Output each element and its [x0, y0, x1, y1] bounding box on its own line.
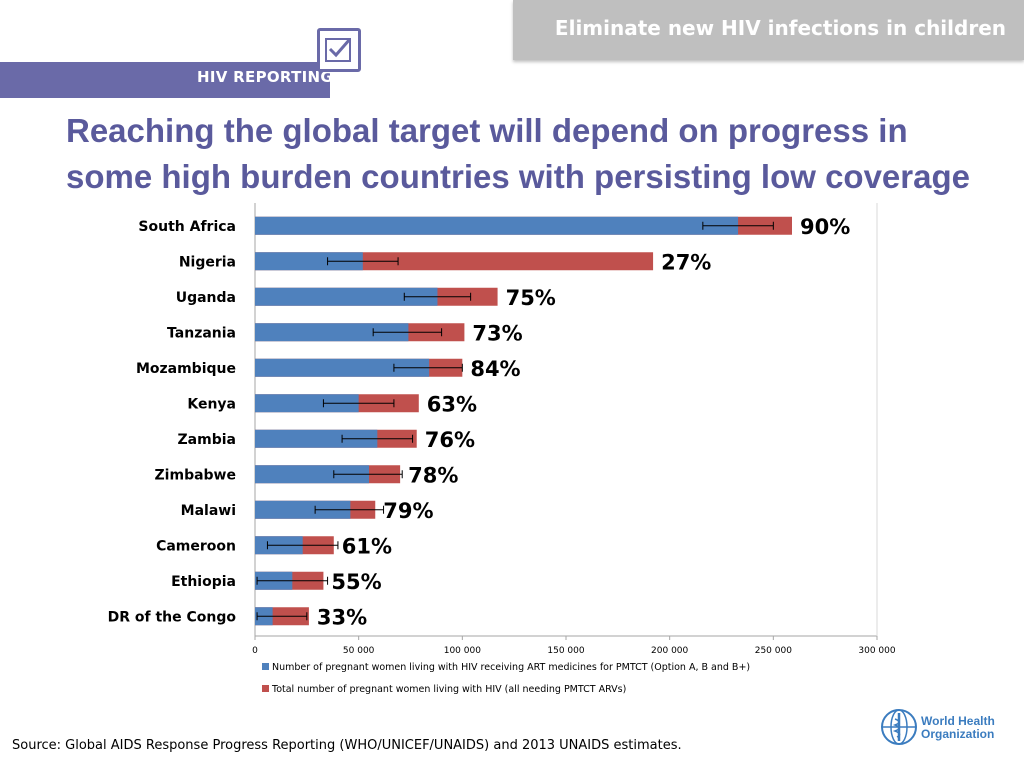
- x-tick-label: 250 000: [755, 646, 792, 656]
- category-label: Ethiopia: [171, 574, 236, 590]
- data-label: 76%: [425, 428, 475, 452]
- legend-swatch-total: [262, 685, 269, 692]
- bar-receiving: [255, 216, 739, 235]
- brand-band: [0, 62, 330, 98]
- headline-line-1: Reaching the global target will depend o…: [66, 112, 908, 149]
- x-tick-label: 200 000: [651, 646, 688, 656]
- data-label: 90%: [800, 215, 850, 239]
- checkbox-logo-icon: [317, 28, 361, 72]
- data-label: 63%: [427, 392, 477, 416]
- who-logo-text: World Health Organization: [921, 715, 995, 741]
- hiv-reporting-label: HIV REPORTING: [197, 68, 333, 86]
- x-tick-label: 150 000: [547, 646, 584, 656]
- data-label: 55%: [331, 570, 381, 594]
- bar-receiving: [255, 394, 359, 413]
- data-label: 33%: [317, 605, 367, 629]
- bar-receiving: [255, 252, 363, 271]
- data-label: 75%: [506, 286, 556, 310]
- x-tick-label: 50 000: [343, 646, 375, 656]
- who-logo-line-1: World Health: [921, 714, 995, 728]
- bar-receiving: [255, 429, 378, 448]
- x-tick-label: 100 000: [444, 646, 481, 656]
- headline-line-2: some high burden countries with persisti…: [66, 158, 970, 195]
- who-logo-line-2: Organization: [921, 727, 995, 741]
- bar-receiving: [255, 500, 351, 519]
- x-tick-label: 300 000: [858, 646, 895, 656]
- x-tick-label: 0: [252, 646, 258, 656]
- data-label: 79%: [383, 499, 433, 523]
- category-label: Malawi: [181, 503, 236, 519]
- banner-title: Eliminate new HIV infections in children: [554, 16, 1006, 40]
- data-label: 84%: [470, 357, 520, 381]
- data-label: 61%: [342, 534, 392, 558]
- legend-swatch-receiving: [262, 663, 269, 670]
- bar-receiving: [255, 465, 370, 484]
- data-label: 73%: [472, 321, 522, 345]
- data-label: 27%: [661, 250, 711, 274]
- category-label: Kenya: [187, 396, 236, 412]
- category-label: Nigeria: [179, 254, 236, 270]
- category-label: South Africa: [138, 219, 236, 235]
- category-label: Uganda: [176, 290, 236, 306]
- legend-label-total: Total number of pregnant women living wi…: [271, 684, 626, 695]
- banner-bar: Eliminate new HIV infections in children: [513, 0, 1024, 60]
- category-label: Tanzania: [167, 325, 236, 341]
- bar-receiving: [255, 287, 438, 306]
- bar-chart: South Africa 90% Nigeria 27% Uganda 75% Tanzan…: [108, 203, 896, 695]
- page-title: Reaching the global target will depend o…: [66, 108, 1006, 200]
- category-label: Zimbabwe: [155, 467, 236, 483]
- bar-receiving: [255, 323, 409, 342]
- category-label: Cameroon: [156, 538, 236, 554]
- bar-receiving: [255, 358, 430, 377]
- category-label: Zambia: [178, 432, 236, 448]
- category-label: Mozambique: [136, 361, 236, 377]
- data-label: 78%: [408, 463, 458, 487]
- who-emblem-icon: [879, 707, 919, 752]
- source-note: Source: Global AIDS Response Progress Re…: [12, 738, 682, 753]
- legend-label-receiving: Number of pregnant women living with HIV…: [272, 662, 750, 673]
- category-label: DR of the Congo: [108, 609, 237, 625]
